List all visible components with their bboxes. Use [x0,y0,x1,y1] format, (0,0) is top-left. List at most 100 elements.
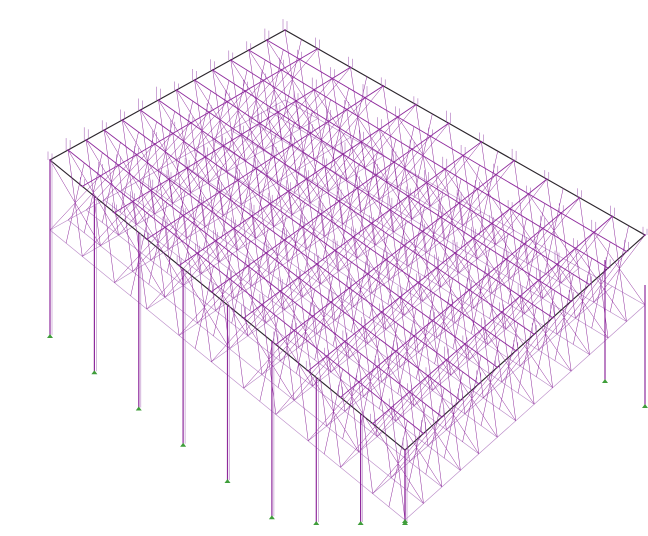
node-icon [435,266,438,269]
web-brace [432,327,484,391]
node-icon [262,79,265,82]
web-brace [524,248,576,314]
node-icon [431,319,434,322]
web-brace [471,248,490,334]
web-brace [440,223,492,288]
node-icon [266,39,268,41]
node-icon [265,252,267,254]
web-brace [136,167,188,225]
web-brace [561,216,613,284]
web-brace [275,122,295,205]
node-icon [244,90,247,92]
web-brace [346,116,398,180]
web-brace [65,162,85,244]
bottom-chord [178,174,417,336]
node-icon [443,168,446,170]
web-brace [479,151,498,236]
node-icon [364,96,366,99]
web-brace [211,304,263,362]
node-icon [297,276,300,279]
node-icon [509,207,511,210]
node-icon [574,247,577,250]
node-icon [135,153,138,156]
node-icon [352,235,355,238]
bottom-chord [275,230,515,415]
web-brace [358,391,410,453]
node-icon [283,239,286,241]
node-icon [315,263,318,265]
node-icon [496,366,499,369]
node-icon [316,47,319,50]
web-brace [324,368,343,455]
roof-beam [85,139,443,418]
web-brace [469,295,521,360]
web-brace [294,341,346,401]
node-icon [477,382,480,385]
node-icon [505,258,507,260]
web-brace [332,261,352,346]
node-icon [513,159,515,162]
node-icon [449,304,452,307]
node-icon [342,153,344,156]
web-brace [213,253,232,337]
roof-beam [340,197,580,398]
support-icon [268,515,275,520]
web-brace [397,308,417,394]
web-brace [249,227,269,311]
web-brace [377,375,429,437]
web-brace [495,178,547,245]
node-icon [462,154,464,157]
node-icon [261,303,263,306]
node-icon [182,214,185,217]
web-brace [312,326,364,387]
support-icon [91,370,98,375]
node-icon [204,155,207,158]
node-icon [228,277,231,280]
web-brace [302,236,354,298]
roof-edge [284,29,646,236]
web-brace [247,277,299,337]
node-icon [380,311,383,313]
node-icon [117,164,120,167]
web-brace [275,356,327,415]
bottom-chord [372,286,613,494]
node-icon [393,161,395,164]
node-icon [570,300,573,303]
roof-beam [194,79,553,319]
node-icon [269,202,272,205]
node-icon [468,288,471,291]
web-brace [255,178,307,239]
web-brace [330,88,349,170]
web-brace [322,177,342,260]
web-brace [328,129,380,192]
node-icon [164,226,166,229]
node-icon [247,49,250,51]
node-icon [331,77,334,80]
node-icon [211,69,214,71]
web-brace [164,240,216,298]
bottom-chord [243,211,482,389]
web-brace [554,274,574,361]
web-brace [265,263,317,324]
node-icon [284,29,286,31]
node-icon [251,215,253,217]
roof-beam [266,39,627,252]
web-brace [293,110,313,193]
roof-beam [372,216,613,424]
node-icon [592,231,595,234]
roof-beam [248,49,609,269]
roof-beam [211,122,449,293]
web-brace [273,166,325,227]
node-icon [427,374,429,377]
web-brace [452,263,472,349]
web-brace [184,179,204,262]
node-icon [625,250,628,253]
web-brace [375,182,427,246]
node-icon [85,139,88,141]
node-icon [578,196,581,199]
node-icon [309,132,312,134]
node-icon [330,301,332,303]
support-icon [135,406,142,411]
node-icon [459,399,462,402]
node-icon [500,311,503,313]
